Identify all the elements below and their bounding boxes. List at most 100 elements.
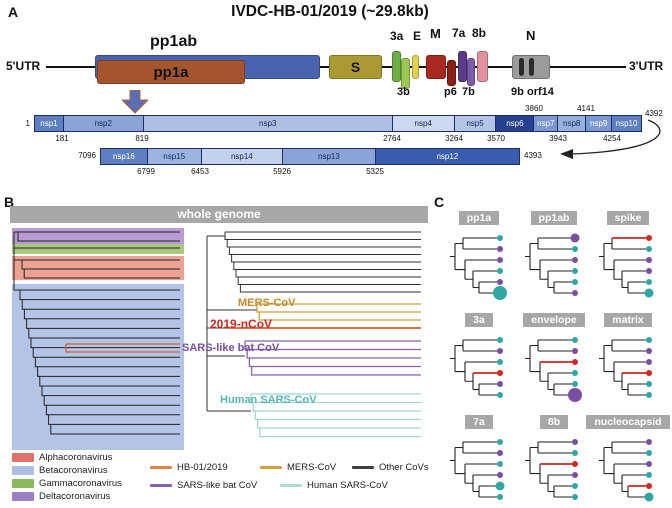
panelC-cell-nucleocapsid: nucleocapsid	[586, 412, 670, 505]
coord-4141: 4141	[577, 104, 595, 113]
coord-5325: 5325	[366, 167, 384, 176]
legend-gammacoronavirus: Gammacoronavirus	[12, 478, 122, 489]
gene-7b-box	[467, 58, 475, 86]
mini-tree-3a	[450, 337, 503, 398]
tree-title-matrix: matrix	[604, 313, 652, 327]
panelC-cell-8b: 8b	[512, 412, 596, 505]
legend-hb-01-2019: HB-01/2019	[150, 462, 228, 473]
tree-title-pp1ab: pp1ab	[530, 211, 578, 225]
legend-deltacoronavirus: Deltacoronavirus	[12, 491, 110, 502]
coord-3264: 3264	[445, 134, 463, 143]
lineage-tree	[206, 231, 421, 438]
gene-9b-box	[519, 58, 524, 76]
gene-7a-label: 7a	[452, 26, 466, 40]
legend-mers-cov: MERS-CoV	[260, 462, 336, 473]
coord-4393: 4393	[524, 151, 542, 160]
other-covs-line-swatch	[352, 466, 374, 469]
coord-4254: 4254	[603, 134, 621, 143]
nsp5-segment: nsp5	[453, 116, 496, 131]
nsp4-segment: nsp4	[391, 116, 454, 131]
gene-m-box	[426, 55, 446, 79]
legend-other-covs: Other CoVs	[352, 462, 429, 473]
nsp-row1: nsp1 nsp2 nsp3 nsp4 nsp5 nsp6 nsp7 nsp8 …	[34, 115, 642, 132]
mers-line-swatch	[260, 466, 282, 469]
coord-6453: 6453	[191, 167, 209, 176]
coord-3943: 3943	[549, 134, 567, 143]
coord-819: 819	[135, 134, 149, 143]
panelC-cell-pp1a: pp1a	[437, 208, 521, 301]
genome-title: IVDC-HB-01/2019 (~29.8kb)	[231, 3, 429, 20]
gene-3b-box	[401, 58, 410, 89]
panel-c-label: C	[434, 194, 445, 210]
nsp12-segment: nsp12	[374, 149, 520, 164]
nsp1-segment: nsp1	[35, 116, 63, 131]
gene-s-box: S	[329, 55, 382, 79]
nsp10-segment: nsp10	[611, 116, 641, 131]
gamma-highlight	[12, 244, 184, 254]
gene-n-label: N	[526, 28, 536, 43]
coord-181: 181	[55, 134, 69, 143]
expand-arrow-icon	[122, 90, 148, 114]
utr3-label: 3'UTR	[629, 59, 664, 73]
panel-a-label: A	[8, 4, 19, 20]
tree-title-envelope: envelope	[523, 313, 585, 327]
delta-highlight	[12, 228, 184, 244]
panelC-cell-7a: 7a	[437, 412, 521, 505]
nsp7-segment: nsp7	[533, 116, 558, 131]
coord-3860: 3860	[525, 104, 543, 113]
mini-tree-nucleocapsid	[599, 439, 654, 502]
mini-tree-8b	[525, 439, 578, 500]
gene-orf14-box	[529, 58, 534, 76]
legend-sars-like-bat-cov: SARS-like bat CoV	[150, 480, 257, 491]
nsp8-segment: nsp8	[557, 116, 586, 131]
legend-alphacoronavirus: Alphacoronavirus	[12, 452, 112, 463]
gene-7a-box	[458, 51, 467, 82]
gene-p6-box	[447, 60, 456, 86]
gene-m-label: M	[430, 26, 441, 41]
panelC-cell-matrix: matrix	[586, 310, 670, 403]
nsp15-segment: nsp15	[146, 149, 201, 164]
hb-01-line-swatch	[150, 466, 172, 469]
nsp2-segment: nsp2	[62, 116, 143, 131]
whole-genome-header: whole genome	[10, 206, 428, 223]
alpha-swatch	[12, 453, 34, 462]
nsp-row2-start-coord: 7096	[78, 151, 96, 160]
nsp-row1-start-coord: 1	[25, 119, 30, 128]
gene-e-box	[412, 55, 419, 79]
wrap-arrow-icon	[560, 119, 661, 159]
utr5-label: 5'UTR	[6, 59, 41, 73]
gene-pp1ab-label: pp1ab	[150, 33, 198, 50]
gene-3a-label: 3a	[390, 29, 404, 43]
gene-7b-label: 7b	[462, 86, 475, 98]
legend-betacoronavirus: Betacoronavirus	[12, 465, 108, 476]
tree-title-nucleocapsid: nucleocapsid	[586, 415, 670, 429]
nsp9-segment: nsp9	[585, 116, 612, 131]
coord-5926: 5926	[273, 167, 291, 176]
panel-b-label: B	[4, 194, 15, 210]
coord-4392: 4392	[645, 109, 663, 118]
gene-3a-box	[392, 51, 401, 82]
gamma-swatch	[12, 479, 34, 488]
mini-tree-pp1a	[450, 235, 507, 300]
tree-title-7a: 7a	[465, 415, 493, 429]
gene-p6-label: p6	[444, 86, 457, 98]
nsp14-segment: nsp14	[200, 149, 283, 164]
sars-like-bat-line-swatch	[150, 484, 172, 487]
mini-tree-7a	[450, 439, 505, 500]
genus-tree	[12, 228, 184, 450]
panelC-cell-pp1ab: pp1ab	[512, 208, 596, 301]
gene-pp1a-box: pp1a	[97, 60, 245, 84]
mini-tree-spike	[599, 235, 654, 298]
beta-swatch	[12, 466, 34, 475]
nsp-row2: nsp16 nsp15 nsp14 nsp13 nsp12	[100, 148, 520, 165]
nsp6-segment: nsp6	[495, 116, 534, 131]
gene-9b-label: 9b	[511, 86, 524, 98]
coord-2764: 2764	[383, 134, 401, 143]
tree-title-pp1a: pp1a	[458, 211, 500, 225]
gene-orf14-label: orf14	[527, 86, 554, 98]
mini-tree-envelope	[525, 337, 582, 402]
gene-8b-label: 8b	[472, 26, 487, 40]
coord-3570: 3570	[487, 134, 505, 143]
tree-title-8b: 8b	[539, 415, 569, 429]
